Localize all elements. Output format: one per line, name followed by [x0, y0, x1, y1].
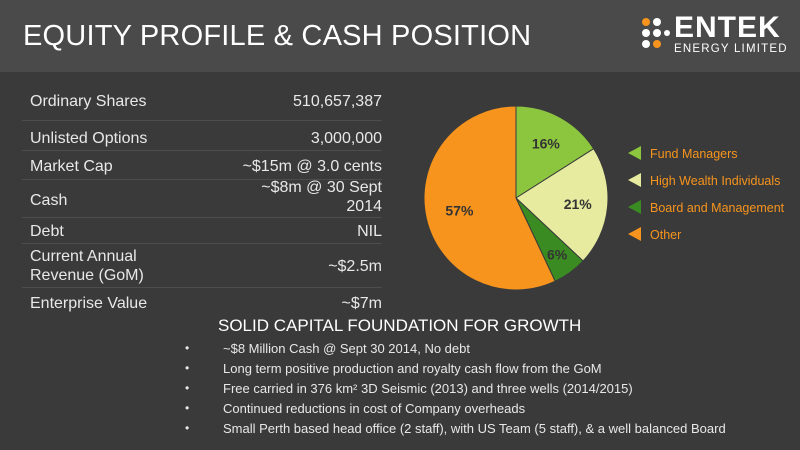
- page-title: EQUITY PROFILE & CASH POSITION: [23, 20, 532, 52]
- legend-label: Board and Management: [650, 201, 785, 215]
- row-value: 3,000,000: [310, 130, 382, 147]
- pie-data-label: 16%: [532, 136, 561, 152]
- list-item: • Free carried in 376 km² 3D Seismic (20…: [185, 380, 795, 400]
- row-label: Current Annual Revenue (GoM): [30, 248, 144, 284]
- logo-wordmark: ENTEK: [674, 11, 781, 44]
- legend-label: High Wealth Individuals: [650, 174, 781, 188]
- list-item: • Continued reductions in cost of Compan…: [185, 400, 795, 420]
- row-label: Market Cap: [30, 158, 113, 175]
- logo-icon: [642, 18, 670, 48]
- table-row: Ordinary Shares 510,657,387: [22, 88, 382, 121]
- row-value: ~$8m @ 30 Sept 2014: [261, 179, 382, 215]
- table-row: Debt NIL: [22, 218, 382, 244]
- pie-slice-other: [423, 105, 556, 291]
- pie-data-label: 6%: [547, 247, 568, 263]
- table-row: Enterprise Value ~$7m: [22, 288, 382, 318]
- list-item: • Long term positive production and roya…: [185, 360, 795, 380]
- ownership-pie-chart: 16% 21% 6% 57%: [423, 105, 609, 291]
- table-row: Cash ~$8m @ 30 Sept 2014: [22, 179, 382, 218]
- pie-data-label: 57%: [445, 203, 474, 219]
- legend-marker: [628, 227, 641, 241]
- legend-label: Other: [650, 228, 682, 242]
- row-label: Ordinary Shares: [30, 93, 147, 110]
- bullet-list: • ~$8 Million Cash @ Sept 30 2014, No de…: [185, 340, 795, 440]
- bullet-text: Continued reductions in cost of Company …: [223, 401, 526, 416]
- row-value: ~$15m @ 3.0 cents: [242, 158, 382, 175]
- bullet-text: Long term positive production and royalt…: [223, 361, 602, 376]
- row-label: Cash: [30, 192, 68, 209]
- legend-label: Fund Managers: [650, 147, 738, 161]
- legend-marker: [628, 200, 641, 214]
- list-item: • ~$8 Million Cash @ Sept 30 2014, No de…: [185, 340, 795, 360]
- pie-data-label: 21%: [564, 196, 593, 212]
- table-row: Market Cap ~$15m @ 3.0 cents: [22, 151, 382, 180]
- row-value: ~$7m: [341, 295, 382, 312]
- entek-logo: ENTEK ENERGY LIMITED: [640, 11, 790, 60]
- section-heading: SOLID CAPITAL FOUNDATION FOR GROWTH: [218, 316, 582, 335]
- pie-slice-high-wealth: [515, 148, 609, 262]
- header-bar: EQUITY PROFILE & CASH POSITION ENTEK ENE…: [0, 0, 800, 72]
- bullet-text: Small Perth based head office (2 staff),…: [223, 421, 726, 436]
- table-row: Current Annual Revenue (GoM) ~$2.5m: [22, 244, 382, 288]
- bullet-marker: •: [185, 421, 190, 435]
- legend-marker: [628, 146, 641, 160]
- row-value: NIL: [357, 223, 382, 240]
- pie-slice-fund-managers: [515, 105, 595, 199]
- row-label: Unlisted Options: [30, 130, 148, 147]
- row-value: 510,657,387: [293, 93, 382, 110]
- bullet-marker: •: [185, 341, 190, 355]
- bullet-marker: •: [185, 381, 190, 395]
- bullet-text: ~$8 Million Cash @ Sept 30 2014, No debt: [223, 341, 470, 356]
- logo-subtitle: ENERGY LIMITED: [674, 43, 788, 55]
- table-row: Unlisted Options 3,000,000: [22, 121, 382, 151]
- bullet-marker: •: [185, 361, 190, 375]
- row-label: Debt: [30, 223, 64, 240]
- row-value: ~$2.5m: [328, 258, 382, 275]
- legend-marker: [628, 173, 641, 187]
- list-item: • Small Perth based head office (2 staff…: [185, 420, 795, 440]
- row-label: Enterprise Value: [30, 295, 148, 312]
- bullet-text: Free carried in 376 km² 3D Seismic (2013…: [223, 381, 633, 396]
- bullet-marker: •: [185, 401, 190, 415]
- equity-table: Ordinary Shares 510,657,387 Unlisted Opt…: [22, 88, 382, 318]
